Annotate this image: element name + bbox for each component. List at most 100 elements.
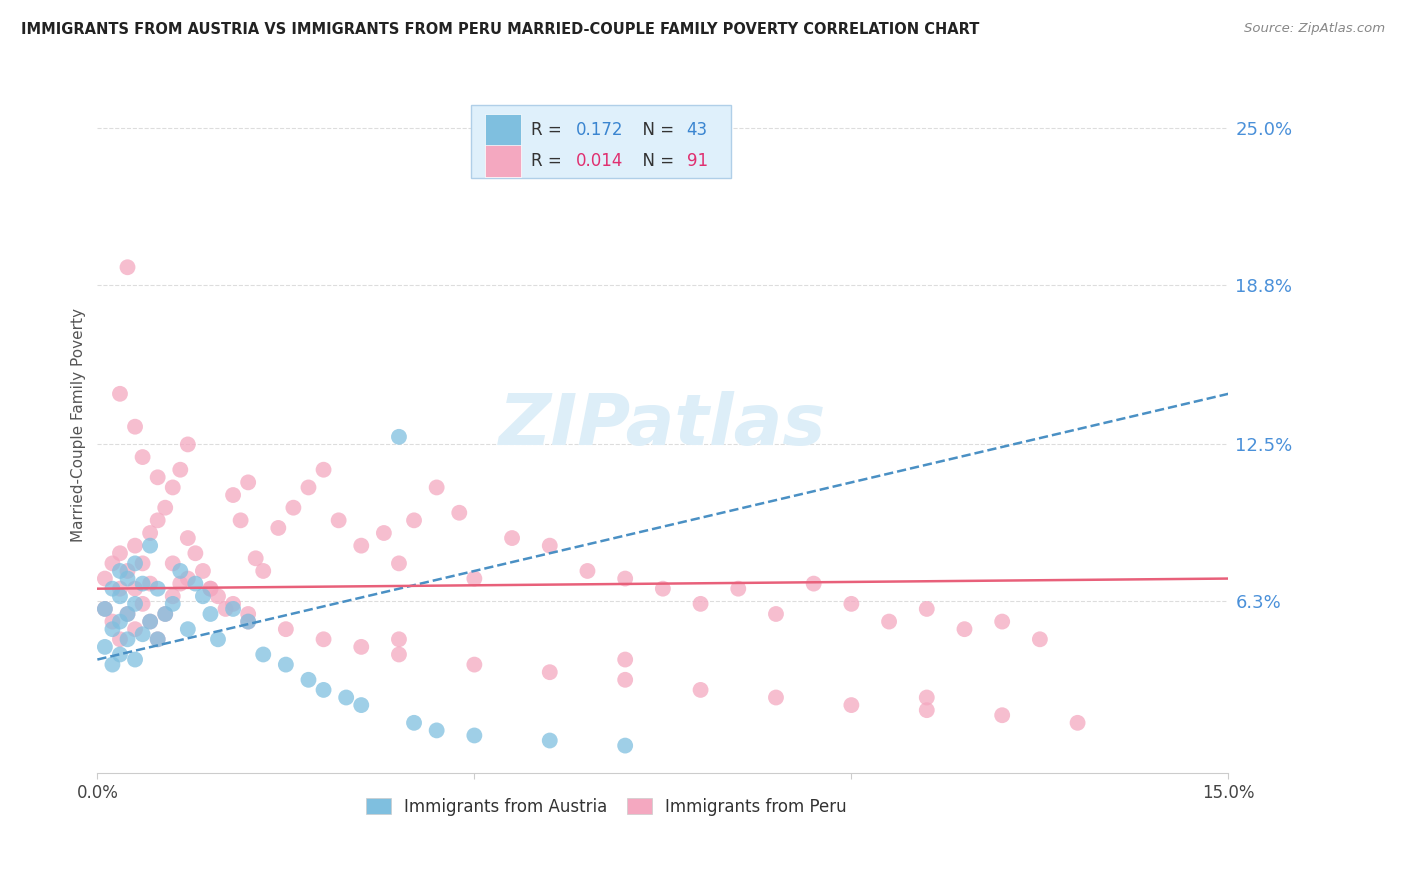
Point [117, 260, 139, 275]
Point [373, 526, 395, 541]
Point [841, 698, 863, 712]
Point [108, 582, 131, 596]
Point [146, 513, 169, 527]
Point [207, 589, 229, 603]
Text: N =: N = [633, 120, 679, 138]
Point [169, 564, 191, 578]
Point [402, 513, 425, 527]
Point [236, 607, 259, 621]
Point [689, 597, 711, 611]
Point [162, 480, 184, 494]
Point [312, 632, 335, 647]
Point [117, 564, 139, 578]
Point [169, 576, 191, 591]
Point [915, 703, 938, 717]
Point [236, 615, 259, 629]
Point [297, 673, 319, 687]
Point [94, 602, 117, 616]
Point [139, 576, 162, 591]
Text: R =: R = [530, 120, 567, 138]
Y-axis label: Married-Couple Family Poverty: Married-Couple Family Poverty [72, 309, 86, 542]
Point [915, 690, 938, 705]
Point [953, 622, 976, 636]
Point [538, 733, 561, 747]
Text: 91: 91 [686, 152, 707, 170]
Point [101, 582, 124, 596]
Text: IMMIGRANTS FROM AUSTRIA VS IMMIGRANTS FROM PERU MARRIED-COUPLE FAMILY POVERTY CO: IMMIGRANTS FROM AUSTRIA VS IMMIGRANTS FR… [21, 22, 980, 37]
Point [426, 723, 449, 738]
Point [841, 597, 863, 611]
Point [200, 582, 222, 596]
Point [297, 480, 319, 494]
Point [651, 582, 673, 596]
Point [177, 572, 200, 586]
Point [94, 640, 117, 654]
Point [245, 551, 267, 566]
Point [94, 602, 117, 616]
Point [1066, 715, 1088, 730]
Point [765, 607, 787, 621]
Point [177, 622, 200, 636]
Point [402, 715, 425, 730]
Point [328, 513, 350, 527]
Point [614, 673, 637, 687]
Point [108, 648, 131, 662]
Point [449, 506, 471, 520]
Point [101, 557, 124, 571]
Point [177, 437, 200, 451]
Point [184, 576, 207, 591]
Point [252, 564, 274, 578]
Point [146, 632, 169, 647]
Point [765, 690, 787, 705]
Point [162, 557, 184, 571]
Point [207, 632, 229, 647]
Point [131, 450, 153, 464]
Point [312, 463, 335, 477]
Point [689, 682, 711, 697]
FancyBboxPatch shape [485, 145, 522, 177]
Point [139, 526, 162, 541]
Point [146, 470, 169, 484]
Point [200, 582, 222, 596]
Point [312, 682, 335, 697]
Point [131, 557, 153, 571]
Point [124, 539, 146, 553]
Point [283, 500, 305, 515]
Point [117, 632, 139, 647]
FancyBboxPatch shape [485, 113, 522, 145]
Point [388, 632, 411, 647]
Point [124, 582, 146, 596]
Point [274, 622, 297, 636]
Point [101, 615, 124, 629]
Point [146, 632, 169, 647]
Text: 0.014: 0.014 [576, 152, 623, 170]
Point [117, 607, 139, 621]
Point [350, 539, 373, 553]
Point [191, 564, 214, 578]
Point [117, 572, 139, 586]
Point [162, 597, 184, 611]
Point [350, 640, 373, 654]
Point [991, 708, 1014, 723]
Point [614, 652, 637, 666]
Point [117, 607, 139, 621]
Point [155, 607, 177, 621]
Point [463, 572, 485, 586]
Point [252, 648, 274, 662]
Point [576, 564, 599, 578]
Point [184, 546, 207, 560]
Point [538, 539, 561, 553]
Point [101, 657, 124, 672]
Point [101, 622, 124, 636]
Point [94, 572, 117, 586]
Point [214, 602, 236, 616]
Point [108, 386, 131, 401]
Point [236, 615, 259, 629]
Point [1029, 632, 1052, 647]
Point [426, 480, 449, 494]
Point [236, 475, 259, 490]
Point [463, 657, 485, 672]
Point [108, 546, 131, 560]
Point [877, 615, 900, 629]
Point [727, 582, 749, 596]
